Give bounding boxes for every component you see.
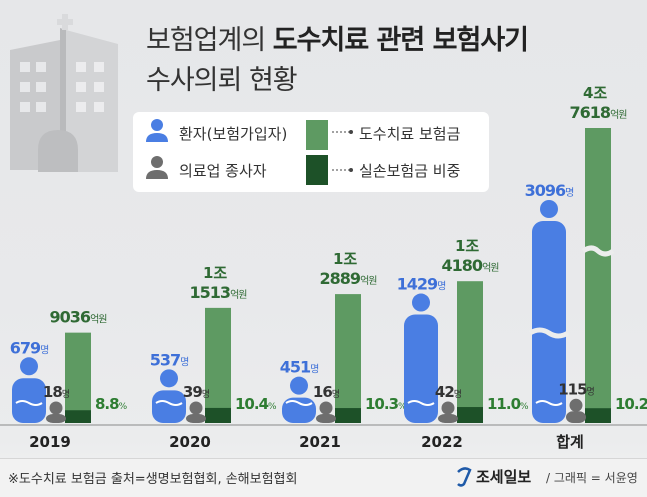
x-tick-label: 합계 (556, 433, 584, 451)
building-illustration (10, 14, 118, 172)
legend-patients-label: 환자(보험가입자) (179, 125, 288, 143)
ratio-label: 11.0% (487, 395, 529, 413)
logo-icon (457, 467, 472, 487)
ratio-label: 10.2% (615, 395, 647, 413)
patient-head (20, 357, 38, 376)
legend-medical-label: 의료업 종사자 (179, 162, 267, 180)
patient-head (160, 369, 178, 388)
ratio-bar (585, 408, 611, 423)
patient-label: 1429명 (397, 275, 446, 294)
title-normal: 보험업계의 (146, 25, 273, 56)
medical-head (319, 401, 333, 415)
medical-head (189, 401, 203, 415)
medical-legend-icon (146, 156, 168, 179)
medical-bar (46, 414, 66, 423)
medical-bar (566, 411, 586, 423)
title-bold: 도수치료 관련 보험사기 (272, 25, 529, 56)
title-line-1: 보험업계의 도수치료 관련 보험사기 (146, 18, 529, 57)
patient-bar (12, 378, 46, 423)
legend-icons (146, 119, 353, 185)
claims-legend-swatch (306, 120, 328, 150)
ratio-legend-dot (349, 168, 353, 172)
patient-bar (404, 314, 438, 423)
medical-head (49, 401, 63, 415)
source-note: ※도수치료 보험금 출처=생명보험협회, 손해보험협회 (8, 472, 298, 487)
ratio-bar (65, 410, 91, 423)
medical-label: 115명 (558, 380, 594, 398)
x-tick-label: 2022 (421, 433, 463, 451)
ratio-label: 8.8% (95, 395, 128, 413)
patient-label: 537명 (150, 350, 189, 369)
claims-axis-break (581, 245, 615, 257)
patient-wave (155, 400, 183, 406)
medical-bar (438, 414, 458, 423)
ratio-bar (335, 408, 361, 423)
ratio-bar (205, 407, 231, 423)
graphic-credit: / 그래픽 = 서윤영 (546, 471, 638, 485)
claims-label-line1: 4조 (583, 84, 607, 102)
legend: 환자(보험가입자) 의료업 종사자 도수치료 보험금 실손보험금 비중 (133, 112, 489, 192)
ratio-bar (457, 407, 483, 423)
claims-bar (205, 307, 231, 423)
patient-wave (15, 400, 43, 406)
patient-head (412, 293, 430, 312)
medical-label: 18명 (43, 383, 70, 401)
medical-label: 42명 (435, 383, 462, 401)
claims-label-line2: 7618억원 (570, 103, 628, 122)
patient-label: 451명 (280, 358, 319, 377)
footer-bar (0, 458, 647, 497)
medical-head (569, 398, 583, 412)
claims-bar (585, 128, 611, 423)
claims-bar (335, 294, 361, 423)
patient-wave (285, 400, 313, 406)
claims-bar (65, 332, 91, 423)
legend-ratio-label: 실손보험금 비중 (359, 162, 461, 180)
claims-label-line1: 1조 (203, 264, 227, 282)
claims-bar (457, 281, 483, 423)
medical-label: 39명 (183, 383, 210, 401)
legend-claims-label: 도수치료 보험금 (359, 125, 461, 143)
x-tick-label: 2020 (169, 433, 211, 451)
title-line-2: 수사의뢰 현황 (146, 65, 298, 96)
patient-head (290, 376, 308, 395)
patient-label: 3096명 (525, 181, 574, 200)
ratio-label: 10.4% (235, 395, 277, 413)
medical-label: 16명 (313, 383, 340, 401)
patient-wave (407, 400, 435, 406)
medical-bar (186, 414, 206, 423)
claims-legend-dot (349, 130, 353, 134)
ratio-label: 10.3% (365, 395, 407, 413)
claims-label-line1: 1조 (333, 250, 357, 268)
claims-label-line2: 4180억원 (442, 256, 500, 275)
patient-legend-icon (146, 119, 168, 142)
x-tick-label: 2019 (29, 433, 71, 451)
claims-label-line1: 1조 (455, 237, 479, 255)
claims-label-line2: 2889억원 (320, 269, 378, 288)
patient-axis-break (528, 327, 570, 339)
patient-wave (535, 400, 563, 406)
patient-head (540, 200, 558, 218)
claims-label: 9036억원 (50, 308, 108, 327)
patient-bar (152, 390, 186, 423)
logo-text: 조세일보 (476, 468, 532, 486)
patient-bar (532, 221, 566, 423)
patient-label: 679명 (10, 338, 49, 357)
claims-label-line2: 1513억원 (190, 283, 248, 302)
medical-bar (316, 414, 336, 423)
x-tick-label: 2021 (299, 433, 341, 451)
medical-head (441, 401, 455, 415)
ratio-legend-swatch (306, 155, 328, 185)
